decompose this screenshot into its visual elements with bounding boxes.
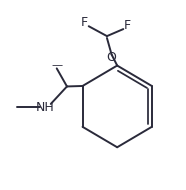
Text: F: F	[124, 19, 131, 32]
Text: O: O	[107, 51, 117, 64]
Text: NH: NH	[36, 101, 55, 114]
Text: —: —	[51, 60, 62, 70]
Text: F: F	[81, 16, 88, 29]
